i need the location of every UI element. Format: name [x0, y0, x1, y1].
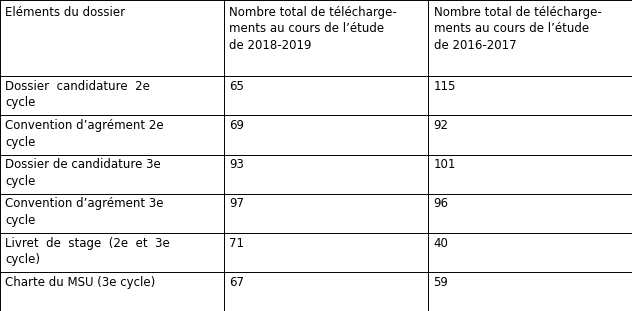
- Text: Dossier de candidature 3e
cycle: Dossier de candidature 3e cycle: [5, 158, 161, 188]
- Text: Charte du MSU (3e cycle): Charte du MSU (3e cycle): [5, 276, 155, 289]
- Text: 115: 115: [434, 80, 456, 93]
- Text: 97: 97: [229, 197, 245, 211]
- Text: 67: 67: [229, 276, 245, 289]
- Text: Dossier  candidature  2e
cycle: Dossier candidature 2e cycle: [5, 80, 150, 109]
- Text: Livret  de  stage  (2e  et  3e
cycle): Livret de stage (2e et 3e cycle): [5, 237, 170, 266]
- Text: 59: 59: [434, 276, 449, 289]
- Text: 65: 65: [229, 80, 245, 93]
- Text: 93: 93: [229, 158, 245, 171]
- Text: Convention d’agrément 2e
cycle: Convention d’agrément 2e cycle: [5, 119, 164, 149]
- Text: 69: 69: [229, 119, 245, 132]
- Text: 101: 101: [434, 158, 456, 171]
- Text: Nombre total de télécharge-
ments au cours de l’étude
de 2016-2017: Nombre total de télécharge- ments au cou…: [434, 6, 601, 52]
- Text: 71: 71: [229, 237, 245, 250]
- Text: Eléments du dossier: Eléments du dossier: [5, 6, 125, 19]
- Text: Nombre total de télécharge-
ments au cours de l’étude
de 2018-2019: Nombre total de télécharge- ments au cou…: [229, 6, 397, 52]
- Text: 92: 92: [434, 119, 449, 132]
- Text: 40: 40: [434, 237, 449, 250]
- Text: Convention d’agrément 3e
cycle: Convention d’agrément 3e cycle: [5, 197, 164, 227]
- Text: 96: 96: [434, 197, 449, 211]
